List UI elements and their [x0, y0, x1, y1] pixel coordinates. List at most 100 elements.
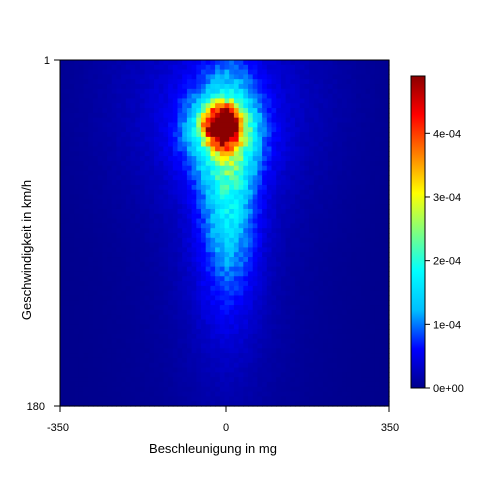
heatmap-cell	[290, 98, 296, 104]
heatmap-cell	[313, 396, 320, 402]
heatmap-cell	[327, 69, 334, 76]
heatmap-cell	[299, 170, 305, 176]
heatmap-cell	[182, 165, 188, 172]
heatmap-cell	[69, 281, 75, 287]
heatmap-cell	[318, 93, 324, 100]
heatmap-cell	[248, 290, 254, 297]
heatmap-cell	[205, 122, 211, 128]
heatmap-cell	[186, 247, 193, 253]
heatmap-cell	[196, 127, 202, 133]
heatmap-cell	[182, 305, 188, 311]
heatmap-cell	[83, 228, 89, 234]
heatmap-cell	[266, 357, 273, 364]
heatmap-cell	[186, 290, 193, 297]
heatmap-cell	[374, 396, 381, 402]
heatmap-cell	[360, 367, 367, 373]
heatmap-cell	[210, 228, 216, 234]
heatmap-cell	[102, 353, 108, 359]
heatmap-cell	[384, 189, 390, 196]
heatmap-cell	[116, 64, 122, 71]
heatmap-cell	[196, 170, 202, 176]
heatmap-cell	[163, 175, 169, 181]
heatmap-cell	[177, 396, 183, 402]
heatmap-cell	[78, 175, 85, 181]
heatmap-cell	[60, 132, 66, 138]
heatmap-cell	[266, 252, 273, 258]
heatmap-cell	[196, 357, 202, 364]
heatmap-cell	[342, 204, 348, 210]
heatmap-cell	[374, 175, 381, 181]
heatmap-cell	[88, 146, 94, 152]
heatmap-cell	[299, 79, 305, 85]
heatmap-cell	[168, 353, 174, 359]
heatmap-cell	[257, 184, 263, 191]
heatmap-cell	[266, 204, 273, 210]
heatmap-cell	[149, 324, 155, 330]
heatmap-cell	[356, 165, 362, 172]
heatmap-cell	[243, 276, 249, 282]
heatmap-cell	[83, 290, 89, 297]
heatmap-cell	[248, 247, 254, 253]
heatmap-cell	[92, 127, 99, 133]
heatmap-cell	[121, 233, 127, 239]
heatmap-cell	[78, 252, 85, 258]
heatmap-cell	[219, 377, 226, 383]
heatmap-cell	[370, 242, 376, 249]
heatmap-cell	[97, 127, 103, 133]
heatmap-cell	[60, 218, 66, 224]
heatmap-cell	[64, 132, 70, 138]
heatmap-cell	[83, 194, 89, 200]
heatmap-cell	[121, 329, 127, 335]
heatmap-cell	[257, 281, 263, 287]
heatmap-cell	[290, 266, 296, 273]
heatmap-cell	[280, 151, 287, 157]
heatmap-cell	[74, 362, 80, 369]
heatmap-cell	[280, 324, 287, 330]
heatmap-cell	[327, 381, 334, 388]
heatmap-cell	[182, 290, 188, 297]
heatmap-cell	[229, 276, 235, 282]
heatmap-cell	[252, 165, 258, 172]
heatmap-cell	[201, 218, 207, 224]
heatmap-cell	[233, 266, 240, 273]
heatmap-cell	[248, 333, 254, 340]
heatmap-cell	[262, 117, 268, 124]
heatmap-cell	[149, 353, 155, 359]
heatmap-cell	[92, 141, 99, 148]
heatmap-cell	[243, 290, 249, 297]
heatmap-cell	[351, 314, 357, 321]
heatmap-cell	[233, 353, 240, 359]
heatmap-cell	[107, 381, 113, 388]
heatmap-cell	[384, 79, 390, 85]
heatmap-cell	[365, 333, 371, 340]
heatmap-cell	[374, 170, 381, 176]
heatmap-cell	[219, 146, 226, 152]
heatmap-cell	[266, 353, 273, 359]
heatmap-cell	[149, 228, 155, 234]
heatmap-cell	[60, 266, 66, 273]
heatmap-cell	[191, 175, 197, 181]
heatmap-cell	[130, 141, 136, 148]
heatmap-cell	[139, 84, 146, 90]
heatmap-cell	[182, 324, 188, 330]
heatmap-cell	[102, 223, 108, 229]
heatmap-cell	[266, 64, 273, 71]
heatmap-cell	[163, 357, 169, 364]
heatmap-cell	[111, 381, 117, 388]
heatmap-cell	[327, 300, 334, 306]
heatmap-cell	[290, 60, 296, 66]
heatmap-cell	[135, 189, 141, 196]
heatmap-cell	[379, 367, 385, 373]
heatmap-cell	[365, 218, 371, 224]
heatmap-cell	[257, 233, 263, 239]
heatmap-cell	[346, 64, 352, 71]
heatmap-cell	[332, 108, 338, 114]
heatmap-cell	[210, 295, 216, 301]
heatmap-cell	[318, 223, 324, 229]
heatmap-cell	[215, 353, 221, 359]
heatmap-cell	[280, 184, 287, 191]
heatmap-cell	[313, 180, 320, 186]
heatmap-cell	[271, 233, 277, 239]
heatmap-cell	[280, 276, 287, 282]
heatmap-cell	[233, 122, 240, 128]
